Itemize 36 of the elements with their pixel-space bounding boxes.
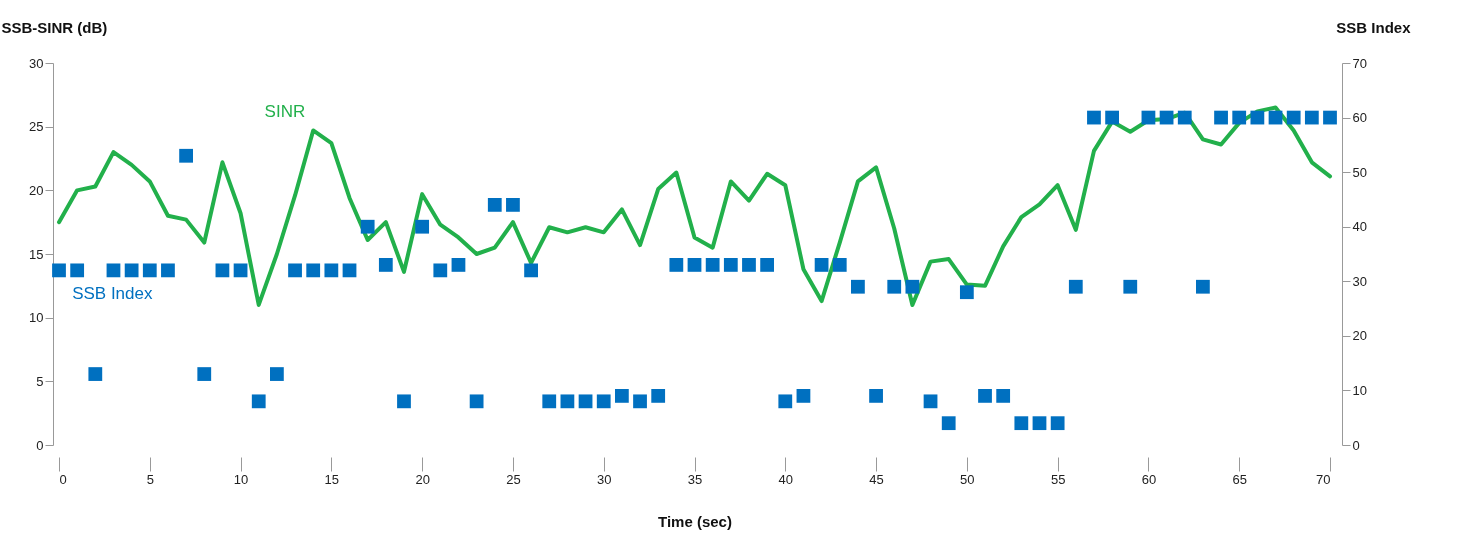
x-tick-label: 60 — [1141, 471, 1157, 487]
x-tick-label: 40 — [778, 471, 794, 487]
x-axis-title: Time (sec) — [658, 512, 732, 530]
y-tick-label: 30 — [29, 55, 44, 71]
x-tick-label: 65 — [1232, 471, 1247, 487]
x-tick-label: 30 — [596, 471, 612, 487]
x-tick-label: 10 — [233, 471, 249, 487]
y-tick-label: 20 — [29, 182, 44, 198]
series-label: SSB Index — [72, 284, 153, 304]
y2-tick-label: 40 — [1352, 219, 1367, 235]
y2-tick-label: 50 — [1352, 164, 1367, 180]
y2-tick-label: 70 — [1352, 55, 1367, 71]
x-tick-label: 15 — [324, 471, 340, 487]
x-tick-label: 0 — [59, 471, 67, 487]
x-tick-label: 25 — [506, 471, 521, 487]
x-tick-label: 55 — [1050, 471, 1066, 487]
y2-axis-title: SSB Index — [1336, 18, 1412, 36]
x-tick-label: 35 — [687, 471, 703, 487]
y-tick-label: 15 — [29, 246, 44, 262]
line-series — [57, 105, 1332, 307]
y2-tick-label: 20 — [1352, 328, 1367, 344]
y-tick-label: 10 — [29, 310, 44, 326]
y-tick-label: 25 — [29, 119, 44, 135]
x-tick-label: 50 — [960, 471, 975, 487]
y2-tick-label: 60 — [1352, 110, 1367, 126]
y-tick-label: 0 — [36, 437, 44, 453]
x-tick-label: 20 — [415, 471, 430, 487]
y-tick-label: 5 — [36, 373, 44, 389]
x-tick-label: 5 — [146, 471, 154, 487]
y2-tick-label: 30 — [1352, 273, 1367, 289]
y2-tick-label: 10 — [1352, 382, 1367, 398]
x-tick-label: 70 — [1316, 471, 1331, 487]
y-axis-title: SSB-SINR (dB) — [1, 18, 108, 36]
x-tick-label: 45 — [869, 471, 884, 487]
series-label: SINR — [264, 102, 306, 122]
y2-tick-label: 0 — [1352, 437, 1360, 453]
